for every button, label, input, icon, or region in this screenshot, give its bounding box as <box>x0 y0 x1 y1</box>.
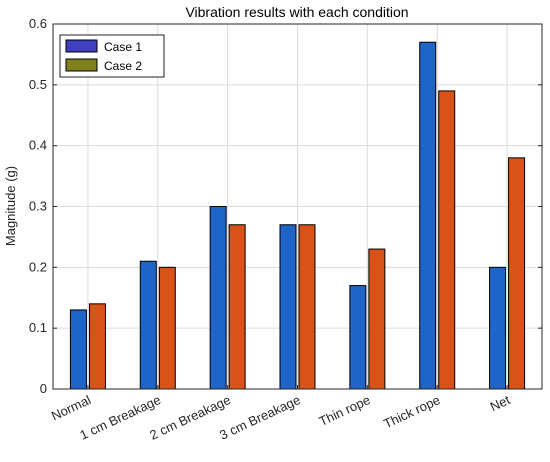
bar-series-1-6 <box>489 266 507 390</box>
y-tick-label: 0.5 <box>29 77 47 92</box>
bar-series-2-5 <box>438 90 456 390</box>
y-tick-label: 0.2 <box>29 259 47 274</box>
bar-series-1-4 <box>349 285 367 390</box>
y-tick-label: 0.6 <box>29 16 47 31</box>
y-tick-label: 0.1 <box>29 320 47 335</box>
bar-series-1-0 <box>69 309 87 390</box>
bar-series-2-3 <box>298 224 316 390</box>
bar-series-1-2 <box>209 206 227 390</box>
bar-series-2-1 <box>158 266 176 390</box>
y-tick-label: 0.3 <box>29 199 47 214</box>
bar-series-1-5 <box>419 41 437 390</box>
legend-label-case-1: Case 1 <box>104 40 142 54</box>
bar-series-2-2 <box>228 224 246 390</box>
chart-title: Vibration results with each condition <box>185 4 408 20</box>
bar-series-2-0 <box>88 303 106 390</box>
y-tick-label: 0 <box>40 381 47 396</box>
bars-group <box>69 41 526 390</box>
legend-swatch-case-1 <box>65 39 98 53</box>
bar-series-1-1 <box>139 260 157 390</box>
legend-swatch-case-2 <box>65 58 98 72</box>
legend: Case 1 Case 2 <box>59 34 165 78</box>
y-tick-label: 0.4 <box>29 138 47 153</box>
legend-label-case-2: Case 2 <box>104 59 142 73</box>
plot-frame <box>52 23 543 390</box>
bar-series-2-6 <box>508 157 526 390</box>
y-tick-labels: 0 0.1 0.2 0.3 0.4 0.5 0.6 <box>29 16 47 396</box>
bar-series-2-4 <box>368 248 386 390</box>
bar-series-1-3 <box>279 224 297 390</box>
y-axis-label: Magnitude (g) <box>3 166 18 246</box>
